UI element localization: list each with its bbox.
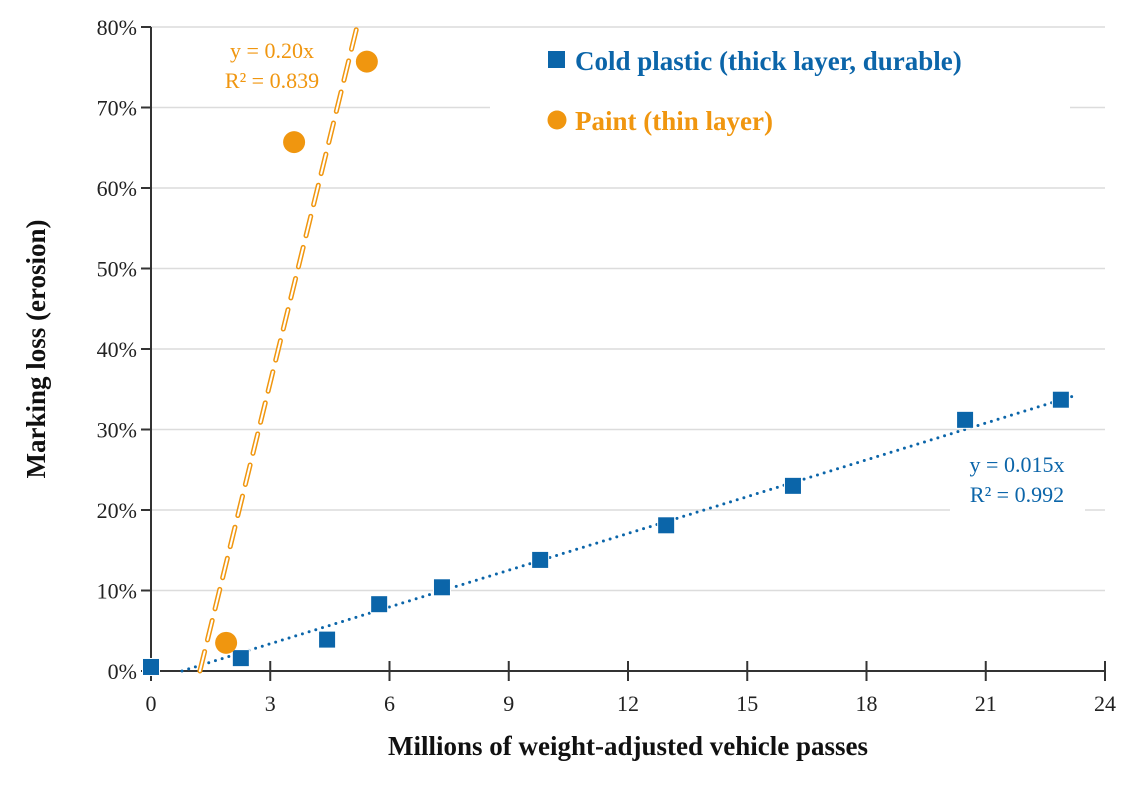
paint-trendline-inner [198, 26, 358, 672]
legend-label-paint: Paint (thin layer) [575, 106, 773, 136]
legend-square-marker-icon [548, 51, 565, 68]
x-tick-label: 15 [736, 691, 758, 716]
paint-trend-equation: y = 0.20x [230, 38, 314, 63]
cold-plastic-point [318, 630, 337, 649]
legend-circle-marker-icon [547, 110, 567, 130]
y-tick-label: 80% [97, 15, 137, 40]
plastic-trend-equation: y = 0.015x [970, 452, 1065, 477]
cold-plastic-point [657, 516, 676, 535]
cold-plastic-trendline [180, 393, 1079, 673]
x-tick-label: 18 [856, 691, 878, 716]
y-axis-label: Marking loss (erosion) [21, 219, 51, 478]
legend-label-cold-plastic: Cold plastic (thick layer, durable) [575, 46, 962, 76]
x-tick-label: 24 [1094, 691, 1116, 716]
y-tick-label: 20% [97, 498, 137, 523]
cold-plastic-point [231, 649, 250, 668]
plastic-equation-background [950, 448, 1085, 514]
legend-background [490, 32, 1070, 144]
x-tick-label: 12 [617, 691, 639, 716]
trendlines [180, 24, 1079, 674]
y-tick-label: 70% [97, 96, 137, 121]
paint-point [215, 631, 238, 654]
paint-equation-background [205, 32, 335, 102]
cold-plastic-point [1051, 390, 1070, 409]
x-tick-label: 3 [265, 691, 276, 716]
legend: Cold plastic (thick layer, durable) Pain… [490, 32, 1070, 144]
y-tick-label: 50% [97, 257, 137, 282]
cold-plastic-point [142, 657, 160, 676]
cold-plastic-point [531, 550, 550, 569]
x-tick-label: 6 [384, 691, 395, 716]
x-tick-label: 9 [503, 691, 514, 716]
y-tick-label: 10% [97, 579, 137, 604]
tick-labels: 0% 10% 20% 30% 40% 50% 60% 70% 80% 0 3 6 9 12 15 18 21 24 [97, 15, 1116, 716]
axes [141, 26, 1106, 681]
x-tick-label: 0 [146, 691, 157, 716]
y-tick-label: 40% [97, 337, 137, 362]
plastic-trend-r2: R² = 0.992 [970, 482, 1064, 507]
y-tick-label: 60% [97, 176, 137, 201]
y-tick-label: 30% [97, 418, 137, 443]
x-tick-label: 21 [975, 691, 997, 716]
paint-point [283, 131, 306, 154]
x-axis-label: Millions of weight-adjusted vehicle pass… [388, 731, 868, 761]
cold-plastic-point [370, 595, 389, 614]
y-tick-label: 0% [108, 659, 137, 684]
cold-plastic-point [956, 410, 975, 429]
paint-trend-r2: R² = 0.839 [225, 68, 319, 93]
data-points [142, 50, 1070, 676]
gridlines [151, 26, 1105, 592]
cold-plastic-point [783, 476, 802, 495]
cold-plastic-point [432, 578, 451, 597]
paint-point [355, 50, 378, 73]
